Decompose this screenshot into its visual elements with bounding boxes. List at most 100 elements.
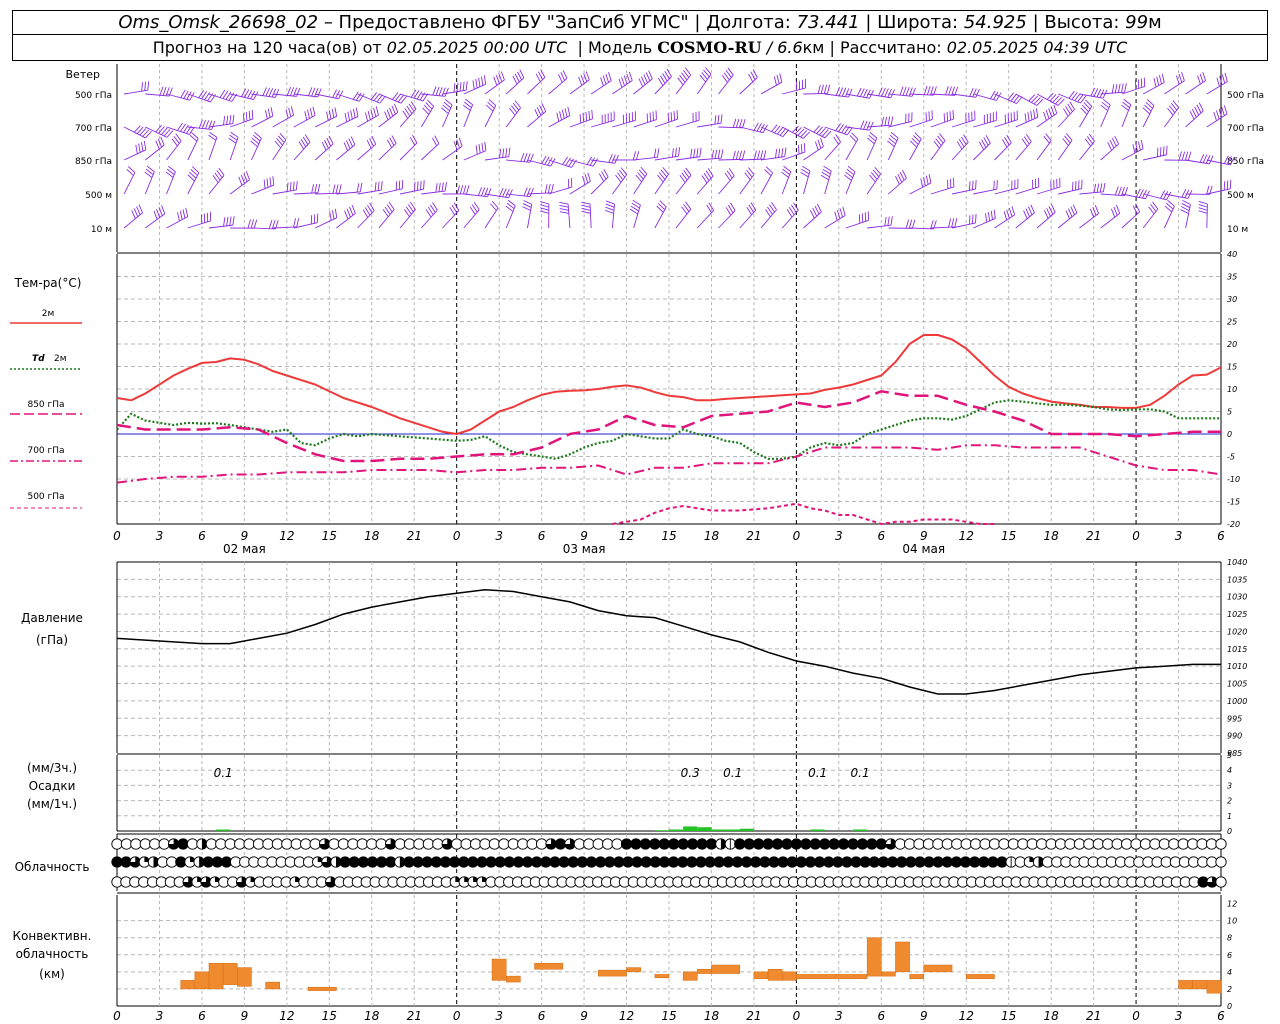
wind-barb: [676, 147, 702, 161]
wind-barb: [208, 216, 235, 229]
wind-barb-shaft: [230, 93, 254, 100]
wind-barb-flag: [717, 149, 721, 159]
wind-barb: [739, 69, 758, 95]
conv-time-tick: 21: [1086, 1009, 1101, 1023]
wind-barb-flag: [899, 86, 904, 96]
wind-barb-flag: [1069, 101, 1075, 110]
wind-barb-flag: [1096, 88, 1102, 98]
wind-barb-flag: [673, 111, 676, 121]
wind-barb-flag: [816, 203, 822, 213]
wind-barb: [569, 71, 590, 95]
wind-barb: [1057, 133, 1073, 161]
wind-barb-shaft: [675, 208, 692, 229]
wind-barb-flag: [514, 73, 520, 83]
cloud-symbol-high: [139, 838, 151, 850]
wind-barb: [612, 111, 636, 128]
wind-barb-flag: [498, 73, 503, 82]
wind-barb-flag: [353, 108, 356, 118]
legend-t850-label: 850 гПа: [27, 400, 64, 410]
cloud-circle: [1215, 876, 1227, 888]
wind-barb: [548, 106, 571, 128]
wind-barb: [696, 67, 712, 95]
cloud-symbol-high: [658, 838, 670, 850]
wind-barb-shaft: [612, 80, 633, 95]
wind-barb-flag: [311, 184, 315, 194]
wind-barb-flag: [512, 102, 520, 111]
wind-barb-flag: [723, 72, 730, 81]
wind-barb-flag: [403, 209, 410, 218]
cloud-circle: [1168, 838, 1180, 850]
wind-barb-flag: [377, 181, 380, 191]
header-separator: |: [829, 38, 835, 57]
wind-barb-flag: [838, 87, 844, 97]
wind-barb-flag: [580, 74, 585, 84]
wind-barb-flag: [373, 107, 377, 117]
wind-barb-flag: [394, 93, 402, 102]
wind-barb: [994, 206, 1016, 229]
wind-barb-flag: [923, 176, 926, 186]
cloud-symbol-high: [970, 838, 982, 850]
wind-barb-flag: [727, 204, 734, 214]
wind-barb-flag: [783, 165, 792, 172]
conv-time-tick: 18: [364, 1009, 380, 1023]
cloud-circle: [488, 838, 501, 850]
cloud-circle: [583, 838, 595, 850]
wind-barb-flag: [304, 111, 308, 121]
wind-barb-shaft: [420, 209, 438, 229]
cloud-symbol-high: [1036, 838, 1048, 850]
wind-barb-flag: [550, 183, 554, 193]
wind-barb-flag: [295, 180, 298, 191]
wind-barb-flag: [201, 91, 208, 100]
wind-barb-flag: [752, 69, 758, 78]
cloud-symbol-high: [894, 838, 906, 850]
wind-barb-flag: [251, 109, 254, 119]
wind-barb-shaft: [781, 209, 799, 229]
wind-barb-flag: [481, 76, 484, 86]
wind-barb-flag: [952, 110, 954, 120]
wind-barb-flag: [628, 71, 633, 81]
wind-barb-flag: [559, 201, 569, 205]
wind-barb-shaft: [760, 172, 773, 195]
wind-barb-flag: [153, 210, 158, 220]
wind-barb-flag: [842, 206, 846, 216]
cloud-circle: [743, 838, 755, 850]
conv-time-tick: 0: [453, 1009, 461, 1023]
wind-barb-shaft: [484, 193, 509, 199]
cloud-symbol-high: [790, 838, 803, 850]
wind-barb-flag: [933, 140, 940, 149]
cloud-symbol-high: [705, 838, 718, 850]
wind-barb: [909, 110, 933, 128]
wind-barb-flag: [608, 154, 613, 163]
wind-barb: [187, 211, 212, 229]
cloud-symbol-high: [960, 838, 972, 850]
cloud-symbol-high: [752, 838, 765, 850]
wind-barb-flag: [481, 142, 484, 152]
convective-title-1: Конвективн.: [13, 929, 92, 943]
cloud-symbol-high: [366, 838, 378, 850]
wind-barb-flag: [216, 170, 223, 178]
temp-tick-label-right: -15: [1227, 498, 1240, 507]
convective-cloud-bar: [1192, 980, 1208, 990]
wind-barb-flag: [820, 174, 829, 181]
day-label: 03 мая: [563, 542, 606, 556]
cloud-circle: [300, 838, 312, 850]
cloud-symbol-high: [252, 838, 265, 850]
wind-barb-flag: [444, 98, 453, 106]
wind-barb-flag: [526, 187, 531, 197]
cloud-symbol-high: [941, 838, 954, 850]
wind-barb-flag: [1172, 100, 1179, 108]
wind-barb: [951, 110, 976, 128]
wind-barb-shaft: [1079, 191, 1104, 195]
precip-bar: [739, 828, 754, 831]
convective-cloud-bar: [194, 971, 210, 990]
cloud-symbol-high: [573, 838, 586, 850]
wind-barb-flag: [529, 188, 534, 197]
wind-barb-flag: [1197, 75, 1201, 85]
wind-barb-flag: [605, 73, 610, 83]
wind-barb-shaft: [654, 155, 679, 161]
wind-barb-flag: [581, 201, 591, 205]
wind-barb-flag: [1085, 99, 1093, 107]
wind-barb-flag: [985, 135, 991, 144]
cloud-symbol-high: [111, 838, 123, 850]
wind-barb: [357, 135, 377, 161]
